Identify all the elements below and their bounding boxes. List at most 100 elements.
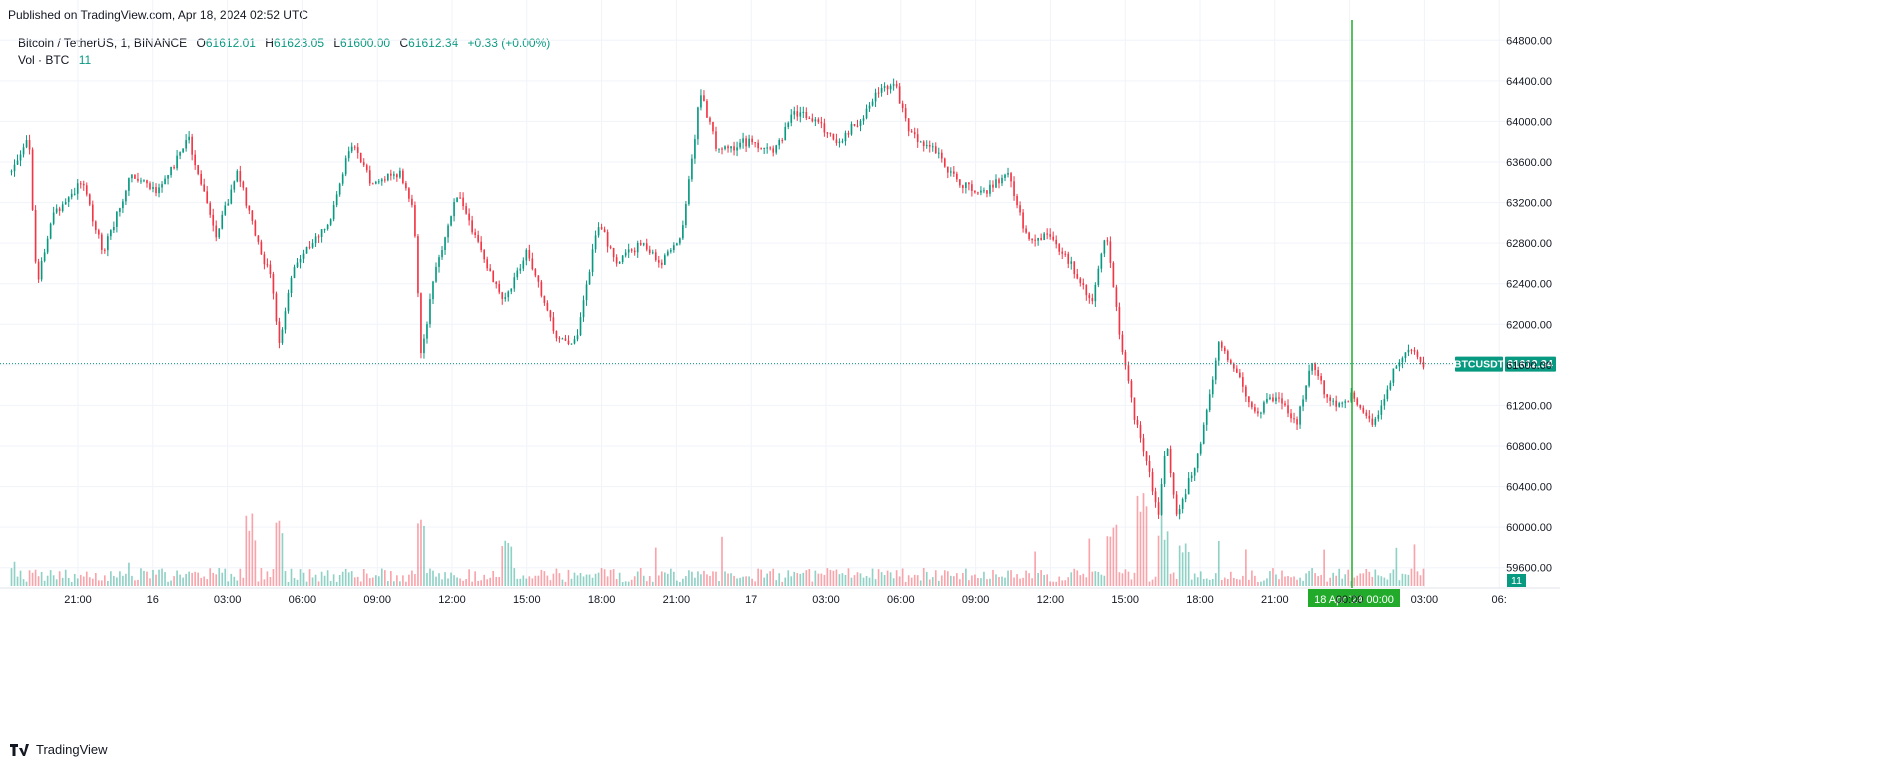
candle-body — [278, 321, 281, 343]
candle-body — [609, 246, 612, 248]
candle-body — [552, 317, 555, 332]
candle-body — [528, 249, 531, 259]
candle-body — [55, 208, 58, 213]
volume-bar — [347, 572, 350, 586]
volume-bar — [408, 574, 410, 586]
candle-body — [97, 230, 100, 235]
candle-body — [1410, 349, 1413, 351]
volume-bar — [16, 576, 19, 586]
symbol-title[interactable]: Bitcoin / TetherUS, 1, BINANCE — [18, 36, 188, 50]
volume-bar — [353, 577, 356, 586]
volume-bar — [639, 568, 642, 586]
volume-bar — [296, 579, 299, 586]
volume-bar — [1284, 576, 1286, 586]
candle-body — [588, 272, 591, 285]
volume-bar — [645, 581, 648, 586]
candle-body — [1245, 386, 1247, 397]
price-axis[interactable]: 64800.00 64400.00 64000.00 63600.00 63200.00… — [1506, 35, 1552, 574]
time-tick-label: 12:00 — [1037, 594, 1065, 606]
price-tick-label: 63600.00 — [1506, 157, 1552, 169]
volume-bar — [94, 573, 97, 586]
candle-body — [772, 148, 775, 153]
volume-bar — [122, 575, 124, 586]
candle-body — [362, 162, 365, 166]
volume-bar — [618, 572, 621, 586]
volume-bar — [1202, 578, 1205, 586]
volume-label[interactable]: Vol · BTC — [18, 53, 70, 67]
volume-bar — [260, 568, 263, 586]
volume-bar — [131, 575, 133, 586]
volume-bar — [940, 575, 943, 586]
candle-body — [564, 338, 567, 341]
candle-body — [317, 236, 320, 238]
volume-bar — [856, 572, 859, 586]
candle-body — [922, 141, 925, 147]
candle-body — [989, 184, 991, 194]
volume-bar — [685, 576, 687, 586]
candle-body — [763, 147, 765, 149]
candle-body — [1314, 363, 1316, 371]
volume-bar — [486, 579, 489, 586]
volume-bar — [989, 578, 991, 586]
volume-bar — [742, 576, 744, 586]
volume-bar — [76, 578, 79, 586]
candle-body — [1236, 368, 1238, 373]
candle-body — [956, 173, 958, 180]
time-axis[interactable]: 21:00 16 03:00 06:00 09:00 12:00 15:00 18:00 21:… — [64, 594, 1507, 606]
volume-bar — [730, 573, 732, 586]
volume-bars — [10, 489, 1425, 586]
candle-body — [438, 257, 440, 267]
volume-bar — [1046, 574, 1048, 586]
volume-bar — [537, 575, 540, 586]
candle-body — [727, 146, 729, 149]
tradingview-brand[interactable]: TradingView — [10, 742, 108, 757]
candle-body — [901, 103, 904, 109]
volume-bar — [615, 579, 618, 586]
volume-bar — [64, 569, 67, 586]
volume-bar — [113, 575, 115, 586]
volume-bar — [769, 571, 772, 586]
candle-body — [868, 105, 871, 109]
volume-bar — [528, 576, 531, 586]
time-tick-label: 06:00 — [289, 594, 317, 606]
volume-bar — [660, 571, 663, 586]
time-tick-label: 21:00 — [663, 594, 691, 606]
volume-bar — [793, 571, 796, 586]
time-tick-label: 15:00 — [513, 594, 541, 606]
candle-body — [284, 311, 287, 330]
candle-body — [1299, 406, 1301, 425]
volume-bar — [1190, 579, 1193, 586]
candle-body — [1115, 287, 1118, 307]
volume-bar — [350, 571, 353, 586]
candle-body — [1220, 342, 1223, 348]
volume-bar — [549, 580, 552, 586]
volume-bar — [167, 581, 169, 586]
candle-body — [125, 190, 127, 202]
volume-bar — [1130, 579, 1133, 586]
volume-bar — [1290, 577, 1292, 586]
candle-body — [1344, 401, 1347, 403]
candle-body — [892, 84, 895, 86]
candle-body — [402, 170, 404, 184]
candle-body — [1145, 451, 1148, 461]
volume-bar — [125, 573, 127, 586]
cursor-time-label: 18 Apr '24 00:00 — [1314, 594, 1394, 606]
candle-body — [1368, 415, 1371, 419]
volume-bar — [269, 576, 272, 586]
candle-body — [645, 243, 648, 250]
candle-body — [820, 121, 823, 124]
candle-body — [134, 174, 136, 179]
volume-bar — [284, 571, 287, 586]
candle-body — [1287, 405, 1289, 414]
candle-body — [862, 118, 865, 121]
volume-bar — [1004, 577, 1006, 586]
candle-body — [128, 178, 130, 191]
volume-tag-background — [1507, 574, 1526, 587]
candle-body — [176, 155, 178, 169]
volume-bar — [1025, 570, 1027, 586]
volume-bar — [1157, 535, 1160, 586]
candle-body — [209, 203, 212, 215]
candle-body — [411, 198, 413, 206]
candle-body — [983, 190, 985, 192]
